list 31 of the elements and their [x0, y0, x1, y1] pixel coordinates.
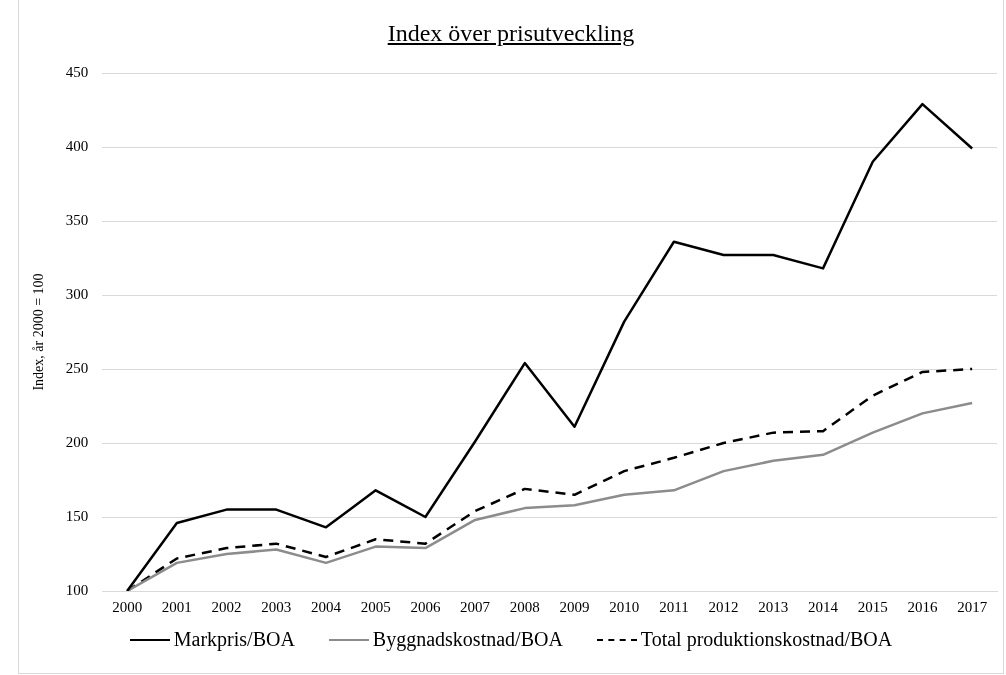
x-tick-label: 2011: [659, 598, 689, 615]
y-tick-label: 100: [65, 581, 89, 598]
x-tick-label: 2001: [161, 598, 192, 615]
y-tick-label: 300: [65, 285, 89, 302]
chart-title: Index över prisutveckling: [386, 20, 636, 47]
x-tick-label: 2016: [907, 598, 938, 615]
x-tick-label: 2008: [509, 598, 540, 615]
y-tick-label: 200: [65, 433, 89, 450]
x-tick-label: 2010: [609, 598, 640, 615]
x-tick-label: 2003: [261, 598, 292, 615]
x-tick-label: 2009: [559, 598, 590, 615]
y-tick-label: 450: [65, 63, 89, 80]
y-tick-label: 150: [65, 507, 89, 524]
y-axis-title: Index, år 2000 = 100: [31, 273, 47, 391]
x-tick-label: 2004: [310, 598, 342, 615]
x-tick-label: 2007: [460, 598, 491, 615]
y-tick-label: 400: [65, 137, 89, 154]
x-tick-label: 2006: [410, 598, 441, 615]
x-tick-label: 2015: [857, 598, 888, 615]
x-tick-label: 2012: [708, 598, 739, 615]
legend-label: Total produktionskostnad/BOA: [640, 628, 893, 651]
x-tick-label: 2017: [957, 598, 988, 615]
x-tick-label: 2000: [112, 598, 143, 615]
x-tick-label: 2002: [211, 598, 242, 615]
x-tick-label: 2014: [808, 598, 839, 615]
x-tick-label: 2005: [360, 598, 391, 615]
legend-label: Markpris/BOA: [173, 628, 295, 651]
x-tick-label: 2013: [758, 598, 789, 615]
legend-label: Byggnadskostnad/BOA: [372, 628, 563, 651]
y-tick-label: 350: [65, 211, 89, 228]
y-tick-label: 250: [65, 359, 89, 376]
